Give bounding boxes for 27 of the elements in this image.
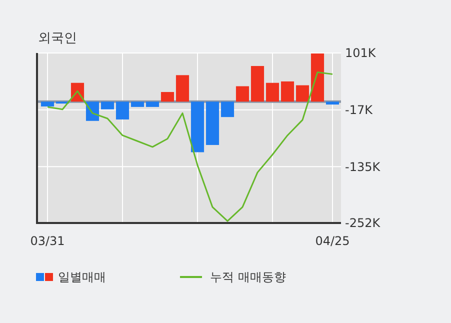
bar [190,102,204,152]
bar [130,102,144,107]
x-tick-label: 03/31 [30,234,65,248]
bar [220,102,234,118]
bar [40,102,54,106]
bar [296,85,310,102]
y-tick-label: -17K [345,103,374,118]
bar [100,102,114,110]
y-tick-label: -135K [345,160,382,174]
legend-label: 누적 매매동향 [210,270,286,284]
bar [266,82,280,102]
bar [280,81,294,102]
legend-label: 일별매매 [58,270,106,284]
y-tick-label: 101K [345,46,377,60]
bar [176,75,190,102]
line-series [46,72,334,222]
y-tick-label: -252K [345,216,382,230]
bar [250,66,264,102]
bar [326,102,340,105]
bar [160,92,174,102]
x-tick-label: 04/25 [315,234,350,248]
bar [206,102,220,145]
bar [116,102,130,120]
bar [236,86,250,102]
chart-title: 외국인 [38,31,77,46]
bar [146,102,160,107]
bar [310,53,324,102]
